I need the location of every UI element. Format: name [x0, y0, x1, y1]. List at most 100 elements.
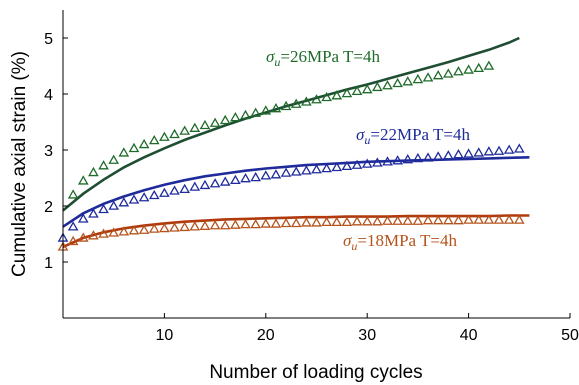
fit-line-18mpa	[62, 214, 530, 249]
data-point	[138, 138, 150, 149]
data-point	[138, 224, 150, 234]
data-point	[503, 214, 515, 224]
data-point	[473, 62, 485, 73]
data-point	[382, 156, 393, 166]
data-point	[88, 230, 99, 240]
data-point	[402, 215, 414, 225]
data-point	[442, 215, 454, 225]
data-point	[442, 68, 454, 78]
data-point	[361, 158, 373, 168]
x-tick-label: 40	[460, 327, 478, 344]
y-axis-label: Cumulative axial strain (%)	[9, 51, 30, 277]
data-point	[432, 151, 444, 161]
annotations: σu=26MPa T=4h σu=22MPa T=4h σu=18MPa T=4h	[266, 47, 471, 253]
data-point	[250, 107, 261, 117]
data-point	[463, 148, 474, 158]
data-point	[148, 134, 160, 145]
data-point	[179, 125, 191, 135]
data-point	[382, 215, 393, 225]
y-tick-label: 4	[44, 87, 53, 104]
series-26mpa	[62, 36, 520, 212]
data-point	[189, 221, 201, 231]
data-point	[280, 217, 292, 228]
plot-area	[57, 36, 530, 251]
data-point	[98, 228, 109, 238]
data-point	[128, 225, 140, 235]
data-point	[453, 66, 464, 76]
x-tick-label: 20	[257, 327, 275, 344]
data-point	[270, 218, 282, 228]
data-point	[331, 161, 343, 172]
data-point	[422, 72, 434, 82]
data-point	[290, 166, 302, 176]
data-point	[128, 142, 140, 153]
data-point	[128, 194, 140, 204]
data-point	[412, 152, 424, 163]
data-point	[219, 176, 231, 186]
data-point	[473, 214, 485, 224]
ticks: 10 20 30 40 50 1 2 3 4 5	[44, 31, 579, 344]
data-point	[260, 105, 272, 115]
data-point	[250, 218, 261, 229]
data-point	[199, 119, 211, 130]
data-point	[148, 223, 160, 233]
x-tick-label: 50	[561, 327, 579, 344]
data-point	[98, 203, 109, 214]
data-point	[108, 227, 120, 237]
data-point	[392, 155, 403, 165]
data-point	[159, 131, 170, 141]
data-point	[341, 160, 353, 171]
data-point	[118, 197, 130, 207]
data-point	[67, 189, 79, 199]
data-point	[513, 143, 525, 153]
data-point	[88, 166, 99, 177]
data-point	[341, 216, 353, 227]
data-point	[483, 214, 495, 224]
data-point	[463, 214, 474, 224]
annotation-26mpa: σu=26MPa T=4h	[266, 47, 381, 69]
data-point	[189, 122, 201, 132]
data-point	[351, 159, 363, 169]
data-point	[483, 60, 495, 70]
data-point	[392, 215, 403, 225]
fit-line-22mpa	[62, 156, 530, 228]
data-point	[402, 76, 414, 86]
data-point	[290, 98, 302, 108]
y-tick-label: 1	[44, 255, 53, 272]
data-point	[77, 175, 89, 185]
x-tick-label: 10	[156, 327, 174, 344]
data-point	[230, 174, 241, 185]
data-point	[392, 77, 403, 88]
data-point	[301, 165, 312, 175]
data-point	[503, 144, 515, 154]
data-point	[301, 217, 312, 227]
data-point	[422, 215, 434, 225]
data-point	[351, 216, 363, 226]
data-point	[442, 150, 454, 160]
data-point	[179, 221, 191, 232]
data-point	[230, 219, 241, 229]
series-22mpa	[57, 143, 530, 242]
data-point	[453, 148, 464, 159]
data-point	[199, 179, 211, 190]
data-point	[341, 87, 353, 98]
y-tick-label: 2	[44, 199, 53, 216]
data-point	[260, 170, 272, 180]
data-point	[493, 214, 505, 224]
data-point	[199, 220, 211, 230]
data-point	[372, 157, 383, 167]
data-point	[250, 171, 261, 182]
data-point	[108, 200, 120, 210]
data-point	[88, 208, 99, 218]
data-point	[280, 167, 292, 177]
data-point	[513, 214, 525, 224]
data-point	[118, 226, 130, 236]
data-point	[361, 216, 373, 226]
data-point	[301, 96, 312, 106]
data-point	[290, 217, 302, 228]
data-point	[473, 147, 485, 157]
data-point	[169, 185, 180, 195]
data-point	[321, 216, 332, 227]
data-point	[402, 154, 414, 164]
data-point	[331, 90, 343, 100]
